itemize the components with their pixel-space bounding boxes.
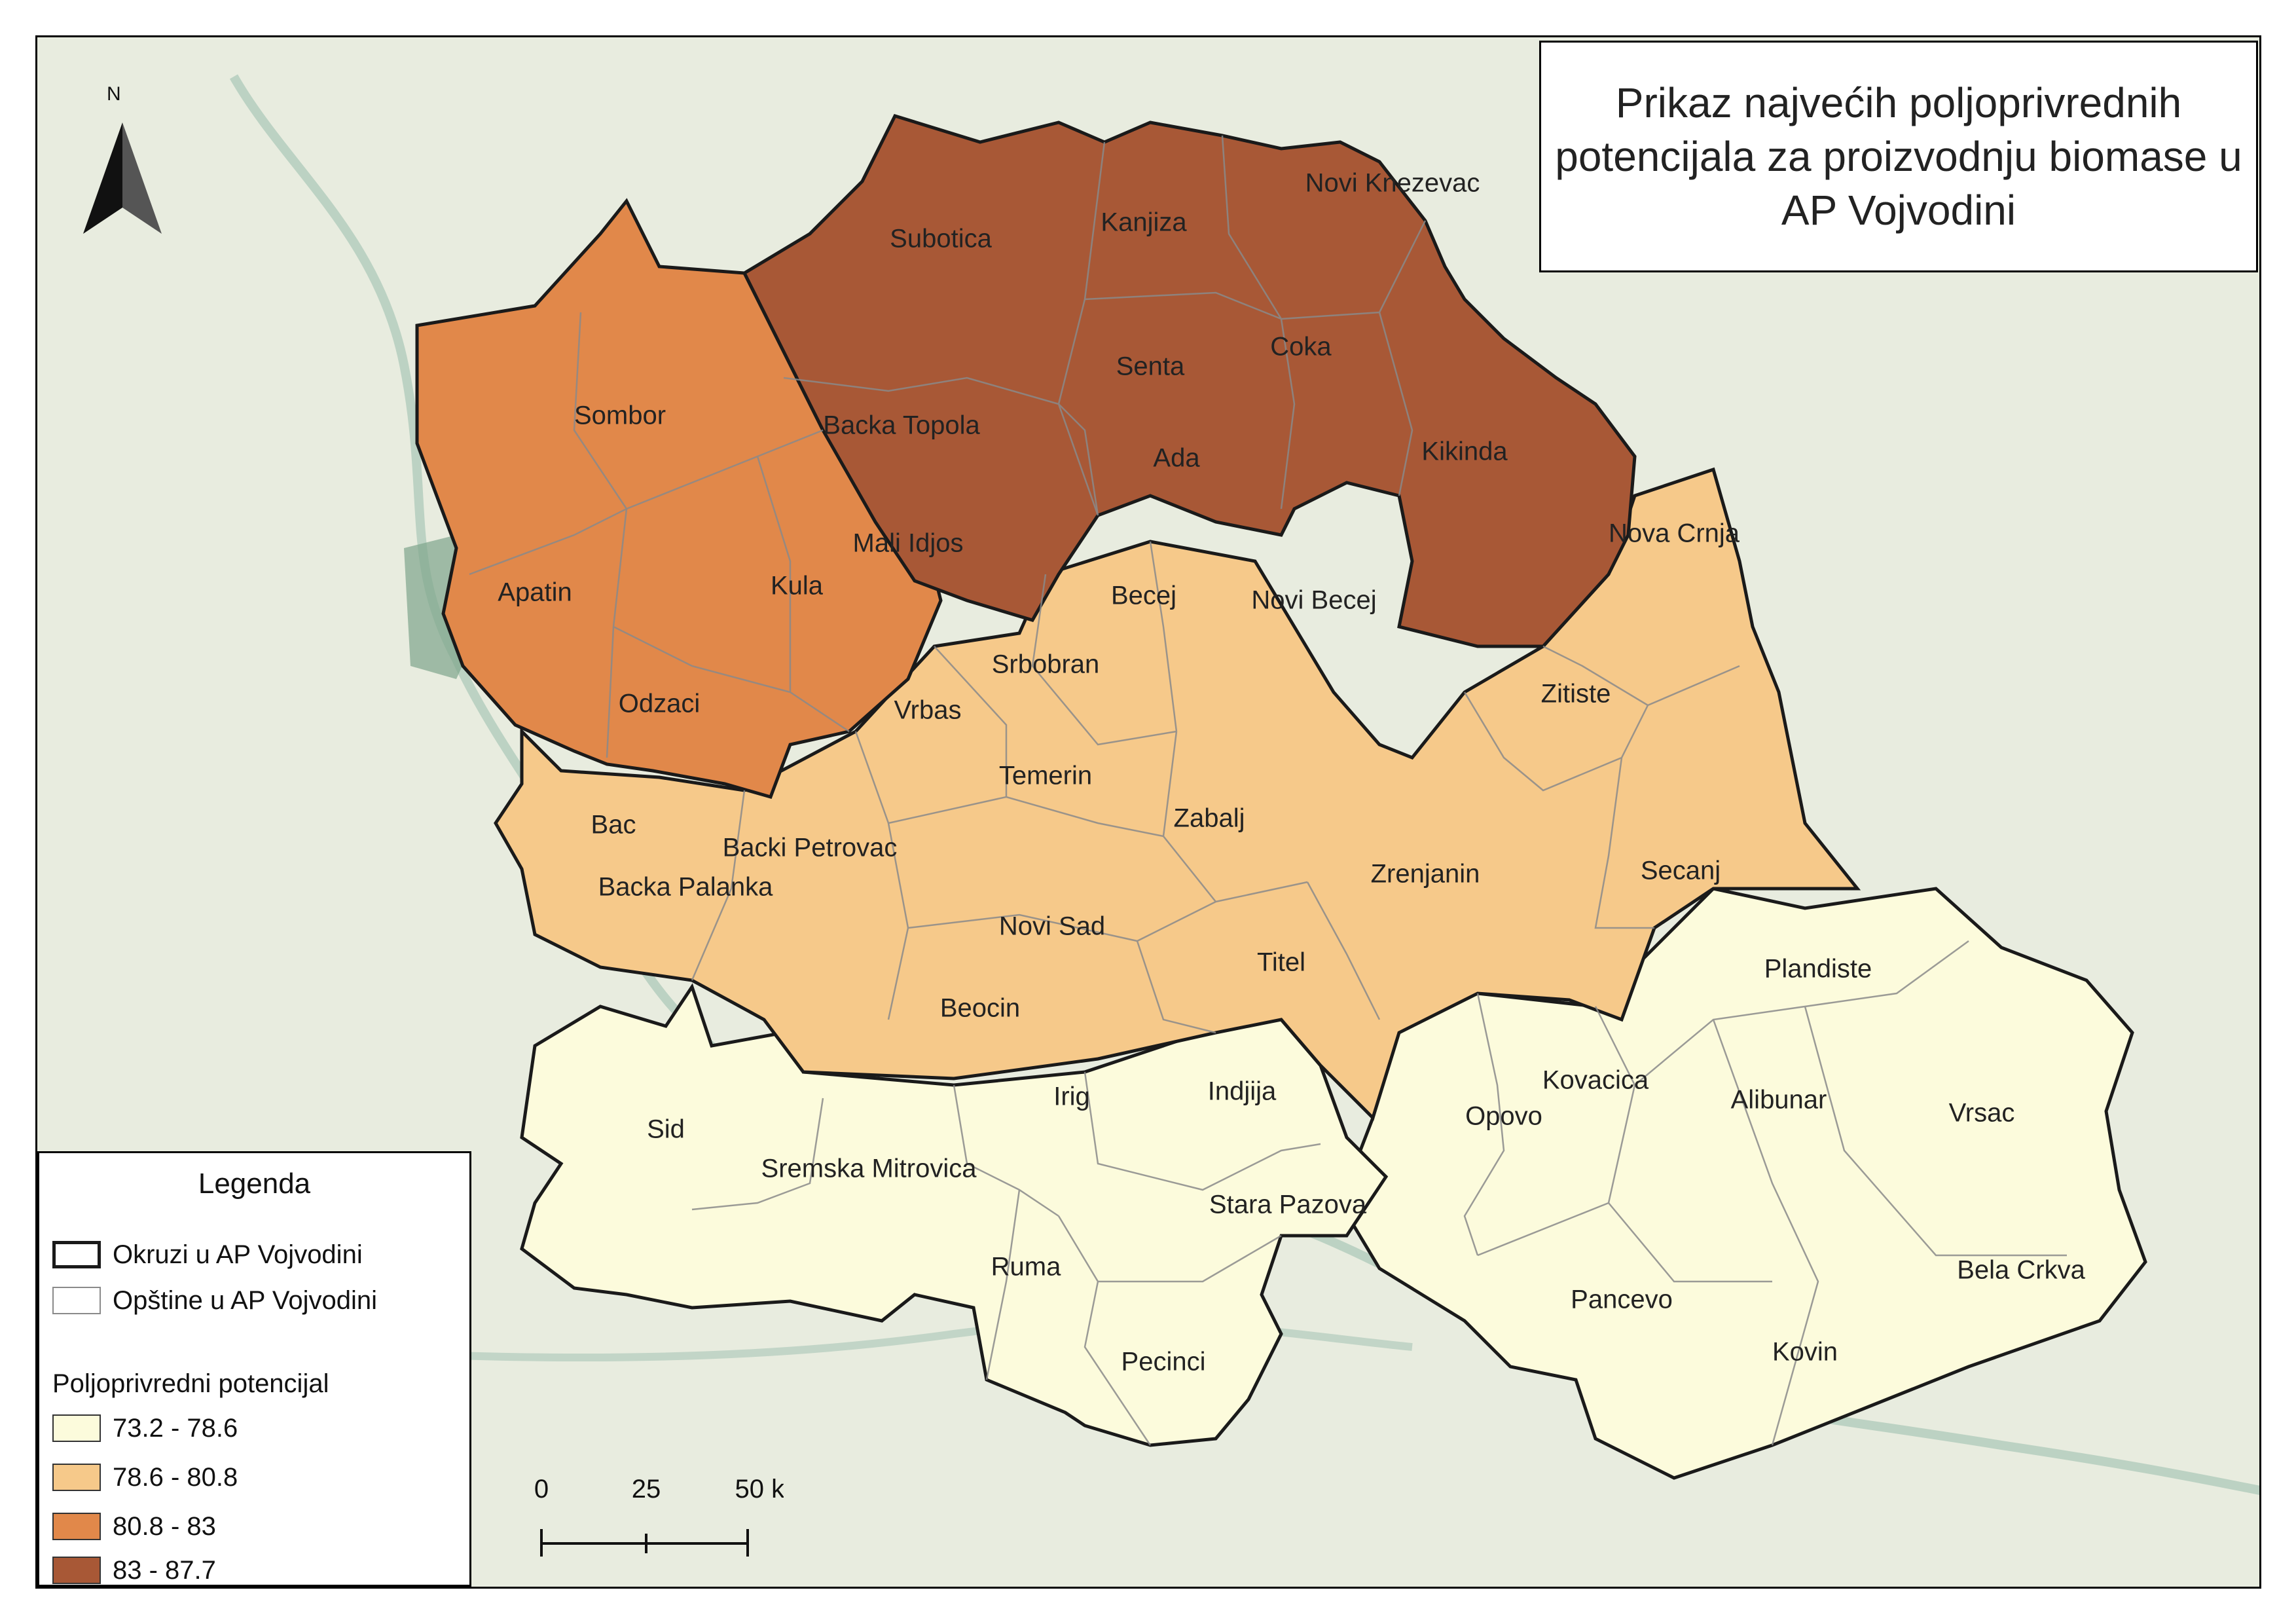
municipality-label-backa-topola: Backa Topola bbox=[823, 411, 980, 440]
municipality-borders bbox=[469, 135, 2067, 1446]
legend-subtitle: Poljoprivredni potencijal bbox=[52, 1369, 329, 1398]
district-south-backa bbox=[494, 467, 1861, 1121]
legend-districts-label: Okruzi u AP Vojvodini bbox=[113, 1240, 363, 1269]
municipality-label-srbobran: Srbobran bbox=[992, 650, 1100, 679]
municipality-label-indjija: Indjija bbox=[1208, 1077, 1277, 1106]
municipality-label-becej: Becej bbox=[1111, 581, 1176, 610]
legend-class-1: 78.6 - 80.8 bbox=[52, 1461, 238, 1494]
municipality-label-sremska-mitrovica: Sremska Mitrovica bbox=[761, 1154, 977, 1183]
municipality-label-alibunar: Alibunar bbox=[1731, 1086, 1827, 1115]
municipality-label-nova-crnja: Nova Crnja bbox=[1609, 519, 1740, 548]
legend-municipalities: Opštine u AP Vojvodini bbox=[52, 1284, 377, 1317]
legend-class-0-label: 73.2 - 78.6 bbox=[113, 1413, 238, 1443]
municipality-labels: Subotica Kanjiza Novi Knezevac Senta Coka Bac… bbox=[498, 169, 2085, 1376]
municipality-label-zitiste: Zitiste bbox=[1541, 680, 1611, 709]
municipality-label-mali-idjos: Mali Idjos bbox=[853, 529, 964, 558]
municipality-label-senta: Senta bbox=[1116, 352, 1185, 381]
municipality-label-subotica: Subotica bbox=[890, 225, 992, 253]
municipality-label-kula: Kula bbox=[771, 572, 824, 600]
legend-municipalities-label: Opštine u AP Vojvodini bbox=[113, 1285, 377, 1315]
title-box: Prikaz najvećih poljoprivrednih potencij… bbox=[1539, 41, 2258, 272]
municipality-label-vrbas: Vrbas bbox=[894, 696, 961, 725]
legend-class-3-swatch bbox=[52, 1557, 101, 1584]
scale-label-25: 25 bbox=[632, 1475, 661, 1504]
legend-class-3-label: 83 - 87.7 bbox=[113, 1555, 216, 1585]
municipality-label-novi-becej: Novi Becej bbox=[1251, 586, 1376, 615]
municipality-label-temerin: Temerin bbox=[999, 762, 1092, 790]
municipality-label-apatin: Apatin bbox=[498, 578, 572, 607]
map-title: Prikaz najvećih poljoprivrednih potencij… bbox=[1555, 79, 2242, 234]
scale-bar: 0 25 50 km bbox=[534, 1475, 784, 1557]
municipality-label-opovo: Opovo bbox=[1465, 1102, 1542, 1131]
legend-class-2-label: 80.8 - 83 bbox=[113, 1511, 216, 1541]
municipality-label-backa-palanka: Backa Palanka bbox=[598, 873, 774, 902]
municipality-label-backi-petrovac: Backi Petrovac bbox=[723, 834, 898, 862]
legend-districts: Okruzi u AP Vojvodini bbox=[52, 1238, 363, 1271]
municipality-label-kikinda: Kikinda bbox=[1421, 437, 1508, 466]
municipality-label-coka: Coka bbox=[1270, 333, 1332, 361]
municipality-label-titel: Titel bbox=[1257, 948, 1305, 977]
municipality-label-secanj: Secanj bbox=[1641, 857, 1721, 885]
municipality-label-ada: Ada bbox=[1153, 444, 1200, 473]
municipality-label-sid: Sid bbox=[647, 1115, 685, 1144]
legend-class-0-swatch bbox=[52, 1414, 101, 1442]
scale-label-0: 0 bbox=[534, 1475, 549, 1504]
legend: Legenda Okruzi u AP Vojvodini Opštine u … bbox=[37, 1151, 471, 1587]
legend-title: Legenda bbox=[198, 1168, 311, 1200]
municipality-label-pecinci: Pecinci bbox=[1121, 1348, 1206, 1376]
municipality-label-vrsac: Vrsac bbox=[1949, 1099, 2015, 1128]
map-canvas: Subotica Kanjiza Novi Knezevac Senta Coka Bac… bbox=[37, 37, 2259, 1587]
municipality-label-kanjiza: Kanjiza bbox=[1101, 208, 1187, 237]
legend-class-1-swatch bbox=[52, 1464, 101, 1491]
north-arrow-icon bbox=[83, 122, 162, 234]
municipality-label-pancevo: Pancevo bbox=[1571, 1285, 1673, 1314]
municipality-label-stara-pazova: Stara Pazova bbox=[1209, 1190, 1367, 1219]
municipality-label-zrenjanin: Zrenjanin bbox=[1371, 860, 1480, 889]
legend-class-0: 73.2 - 78.6 bbox=[52, 1412, 238, 1445]
municipality-label-novi-knezevac: Novi Knezevac bbox=[1305, 169, 1480, 198]
municipality-label-zabalj: Zabalj bbox=[1174, 804, 1245, 833]
municipality-label-beocin: Beocin bbox=[940, 994, 1020, 1023]
municipality-label-plandiste: Plandiste bbox=[1764, 955, 1872, 984]
legend-municipalities-swatch bbox=[52, 1287, 101, 1314]
legend-class-1-label: 78.6 - 80.8 bbox=[113, 1462, 238, 1492]
municipality-label-kovin: Kovin bbox=[1772, 1338, 1838, 1367]
legend-class-2-swatch bbox=[52, 1513, 101, 1540]
north-label: N bbox=[107, 83, 121, 105]
municipality-label-ruma: Ruma bbox=[991, 1253, 1061, 1282]
district-south-banat bbox=[1338, 887, 2147, 1480]
municipality-label-bela-crkva: Bela Crkva bbox=[1957, 1256, 2085, 1285]
municipality-label-irig: Irig bbox=[1053, 1082, 1090, 1111]
municipality-label-odzaci: Odzaci bbox=[619, 690, 701, 718]
municipality-label-kovacica: Kovacica bbox=[1542, 1066, 1649, 1095]
legend-class-2: 80.8 - 83 bbox=[52, 1510, 216, 1543]
legend-districts-swatch bbox=[52, 1241, 101, 1268]
legend-class-3: 83 - 87.7 bbox=[52, 1554, 216, 1587]
map-frame: Subotica Kanjiza Novi Knezevac Senta Coka Bac… bbox=[35, 35, 2261, 1589]
municipality-label-sombor: Sombor bbox=[574, 401, 666, 430]
scale-label-50: 50 km bbox=[735, 1475, 784, 1504]
municipality-label-novi-sad: Novi Sad bbox=[999, 912, 1105, 941]
municipality-label-bac: Bac bbox=[591, 811, 636, 840]
